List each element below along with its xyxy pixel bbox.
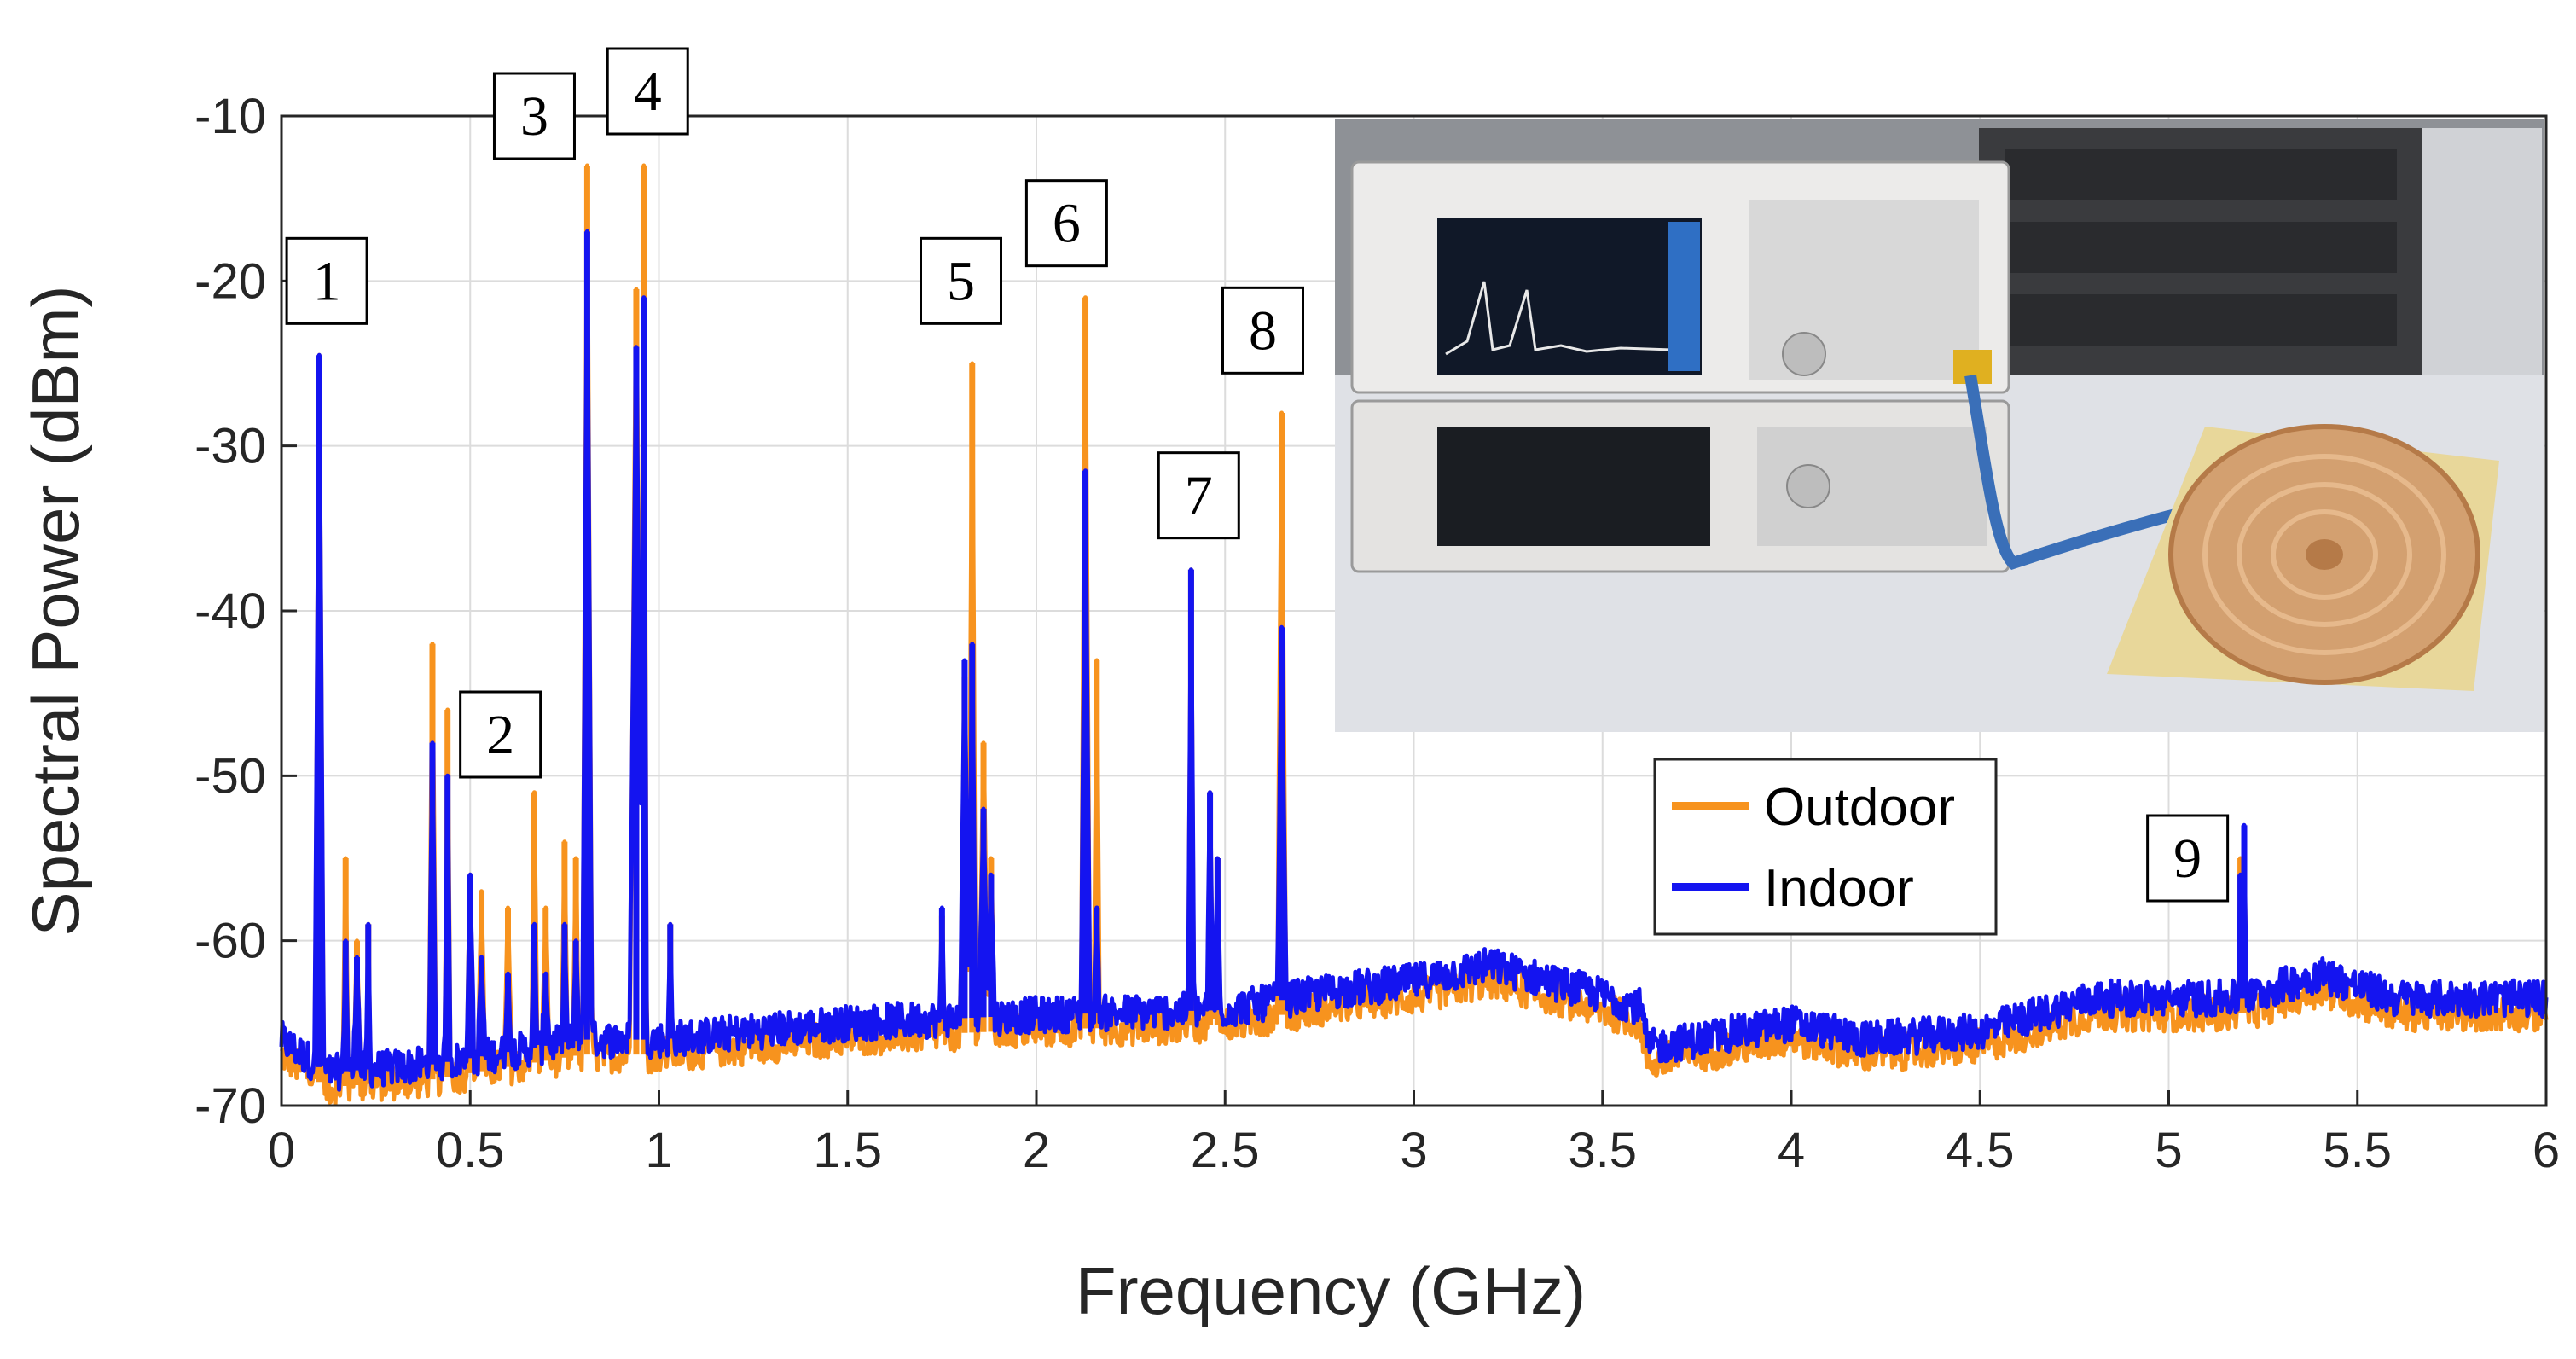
annotation-box (285, 236, 368, 325)
annotation-box (920, 236, 1002, 325)
analyzer-knob-icon (1782, 332, 1826, 376)
annotation-label: 8 (1249, 299, 1277, 362)
series-indoor (279, 229, 2549, 1092)
x-tick-label: 5.5 (2323, 1123, 2392, 1178)
x-axis-ticks: 0 0.5 1 1.5 2 2.5 3 3.5 4 4.5 5 5.5 6 (268, 1090, 2560, 1178)
y-tick-label: -10 (194, 89, 266, 144)
annotation-label: 7 (1185, 465, 1213, 527)
x-tick-label: 2 (1023, 1123, 1050, 1178)
y-tick-label: -20 (194, 253, 266, 309)
legend-box (1653, 758, 1998, 936)
annotation-label: 3 (520, 85, 548, 148)
x-tick-label: 1 (645, 1123, 672, 1178)
x-axis-label: Frequency (GHz) (1076, 1253, 1586, 1328)
annotation-label: 1 (313, 250, 341, 312)
peak-annotations: 1 2 3 4 5 6 7 8 9 (285, 47, 2230, 903)
annotation-box (1024, 179, 1108, 268)
y-tick-label: -30 (194, 419, 266, 474)
annotation-box (459, 690, 542, 779)
annotation-box (2146, 814, 2230, 903)
x-tick-label: 0 (268, 1123, 295, 1178)
inset-photo (1335, 119, 2544, 732)
legend: Outdoor Indoor (1653, 758, 1998, 936)
plot-frame (280, 114, 2548, 1107)
x-tick-label: 5 (2155, 1123, 2182, 1178)
annotation-label: 2 (486, 704, 514, 766)
indoor-line (279, 229, 2549, 1092)
annotation-label: 5 (947, 250, 975, 312)
annotation-label: 9 (2173, 828, 2202, 890)
y-tick-label: -60 (194, 914, 266, 969)
legend-label-outdoor: Outdoor (1764, 778, 1955, 837)
x-tick-label: 0.5 (436, 1123, 505, 1178)
annotation-box (492, 72, 576, 160)
y-axis-label: Spectral Power (dBm) (18, 286, 93, 937)
annotation-box (606, 47, 689, 136)
x-tick-label: 4.5 (1946, 1123, 2015, 1178)
y-tick-label: -40 (194, 584, 266, 639)
generator-knob-icon (1786, 464, 1830, 508)
annotation-label: 6 (1053, 193, 1081, 255)
annotation-label: 4 (634, 61, 662, 123)
annotation-box (1157, 451, 1240, 540)
legend-label-indoor: Indoor (1764, 859, 1914, 918)
y-tick-label: -70 (194, 1078, 266, 1134)
x-tick-label: 2.5 (1191, 1123, 1260, 1178)
y-axis-ticks: -70 -60 -50 -40 -30 -20 -10 (194, 89, 297, 1134)
x-tick-label: 3 (1400, 1123, 1427, 1178)
x-tick-label: 4 (1778, 1123, 1805, 1178)
x-tick-label: 6 (2532, 1123, 2560, 1178)
x-tick-label: 1.5 (813, 1123, 882, 1178)
y-tick-label: -50 (194, 748, 266, 804)
x-tick-label: 3.5 (1568, 1123, 1637, 1178)
annotation-box (1221, 286, 1304, 375)
